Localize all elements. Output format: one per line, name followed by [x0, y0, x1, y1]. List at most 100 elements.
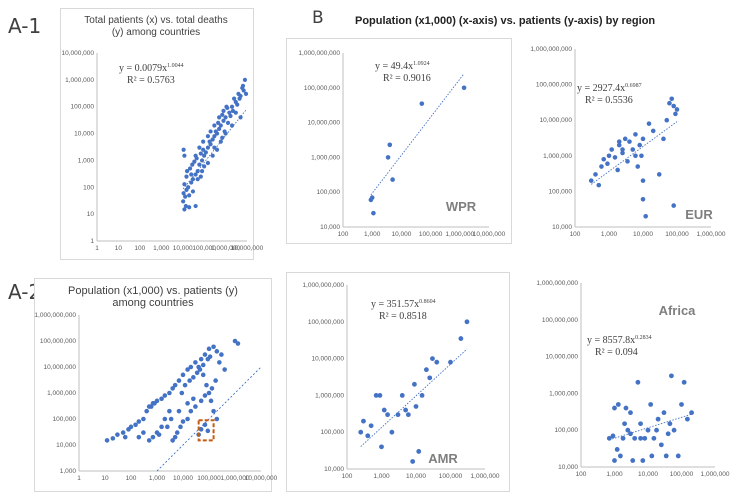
data-point — [207, 139, 212, 144]
data-point — [205, 145, 211, 150]
y-tick-label: 100,000 — [549, 188, 573, 195]
data-point — [191, 375, 196, 380]
data-point — [202, 153, 207, 158]
data-point — [180, 419, 186, 424]
y-tick-label: 1,000,000,000 — [530, 46, 572, 53]
data-point — [193, 404, 198, 409]
data-point — [182, 153, 187, 158]
data-point — [133, 422, 138, 428]
data-point — [235, 102, 240, 107]
chart-africa: 100 1,000 10,000 100,000 1,000,000 10,000 100,… — [520, 270, 736, 492]
data-point — [671, 103, 677, 109]
data-point — [191, 396, 196, 402]
x-tick-label: 10,000,000 — [245, 475, 278, 482]
data-point — [193, 172, 198, 177]
x-tick-label: 100,000 — [670, 471, 694, 478]
data-point — [178, 424, 183, 430]
x-tick-label: 100 — [126, 475, 137, 482]
data-point — [419, 393, 425, 398]
data-point — [464, 319, 470, 325]
data-point — [198, 174, 203, 179]
data-point — [218, 139, 223, 144]
x-tick-label: 1,000 — [606, 471, 623, 478]
data-point — [136, 434, 142, 440]
data-point — [236, 91, 241, 97]
data-point — [187, 193, 192, 198]
data-point — [110, 436, 116, 441]
data-point — [172, 382, 178, 388]
data-point — [405, 412, 411, 418]
y-tick-label: 1 — [90, 238, 94, 245]
data-point — [628, 410, 633, 416]
y-tick-label: 100,000 — [321, 429, 345, 436]
data-point — [185, 367, 190, 372]
data-point — [235, 341, 241, 346]
data-point — [667, 421, 673, 427]
x-tick-label: 1,000 — [149, 475, 166, 482]
y-tick-label: 100,000,000 — [304, 85, 341, 92]
data-point — [365, 433, 371, 439]
data-point — [144, 408, 149, 414]
data-point — [180, 372, 186, 378]
data-point — [369, 195, 375, 200]
x-tick-label: 100,000 — [439, 473, 463, 480]
data-point — [181, 147, 186, 152]
data-point — [190, 162, 195, 167]
chart-amr-plot: 100 1,000 10,000 100,000 1,000,000 10,000 100,… — [302, 282, 500, 480]
data-point — [204, 382, 209, 388]
x-tick-label: 10,000 — [638, 471, 658, 478]
data-point — [609, 147, 614, 152]
data-point — [148, 404, 154, 409]
data-point — [190, 177, 196, 182]
trend-exponent: 0.6987 — [625, 83, 642, 89]
data-point — [182, 182, 187, 187]
data-point — [183, 194, 188, 199]
y-tick-label: 10,000,000 — [307, 120, 340, 127]
data-point — [240, 83, 246, 88]
data-point — [632, 435, 638, 441]
x-tick-label: 100,000 — [192, 245, 216, 252]
data-point — [387, 142, 393, 148]
y-tick-label: 1,000 — [78, 157, 95, 164]
trend-exponent: 1.0924 — [413, 61, 430, 67]
chart-wpr-plot: 100 1,000 10,000 100,000 1,000,00010,000,000… — [298, 50, 505, 238]
x-tick-label: 10,000 — [391, 231, 411, 238]
data-point — [214, 349, 220, 354]
data-point — [361, 418, 366, 424]
x-tick-label: 1,000 — [373, 473, 390, 480]
data-point — [224, 104, 229, 109]
data-point — [189, 180, 194, 185]
data-point — [368, 423, 374, 429]
data-point — [205, 160, 211, 166]
chart-a1-plot: 1 10 100 1,000 10,000 100,0001,000,00010,000,… — [61, 50, 263, 252]
data-point — [675, 453, 681, 459]
data-point — [104, 438, 110, 443]
data-point — [648, 402, 654, 407]
data-point — [642, 435, 648, 441]
trend-exponent: 0.2834 — [635, 335, 652, 341]
data-point — [206, 390, 212, 396]
data-point — [187, 378, 192, 383]
data-point — [182, 382, 188, 388]
data-point — [217, 360, 222, 365]
y-tick-label: 1,000,000 — [543, 153, 572, 160]
data-point — [237, 96, 242, 101]
chart-a2: Population (x1,000) vs. patients (y) amo… — [34, 278, 278, 492]
data-point — [669, 373, 674, 379]
y-tick-label: 100 — [83, 184, 94, 191]
y-tick-label: 1,000,000 — [315, 392, 344, 399]
trend-line — [590, 121, 678, 185]
data-point — [120, 430, 126, 435]
x-tick-label: 100,000 — [419, 231, 443, 238]
chart-a2-plot: 1 10 100 1,000 10,000 100,000 1,000,00010,000,… — [34, 312, 277, 482]
y-tick-label: 10,000,000 — [545, 354, 578, 361]
data-point — [399, 393, 405, 398]
data-point — [389, 429, 395, 435]
data-point — [639, 153, 644, 159]
x-tick-label: 1,000,000 — [471, 473, 500, 480]
data-point — [635, 164, 641, 169]
data-point — [649, 453, 655, 459]
x-tick-label: 100,000 — [197, 475, 221, 482]
y-tick-label: 1,000,000,000 — [298, 50, 340, 57]
trend-equation: y = 8557.8x0.2834 — [587, 335, 652, 346]
